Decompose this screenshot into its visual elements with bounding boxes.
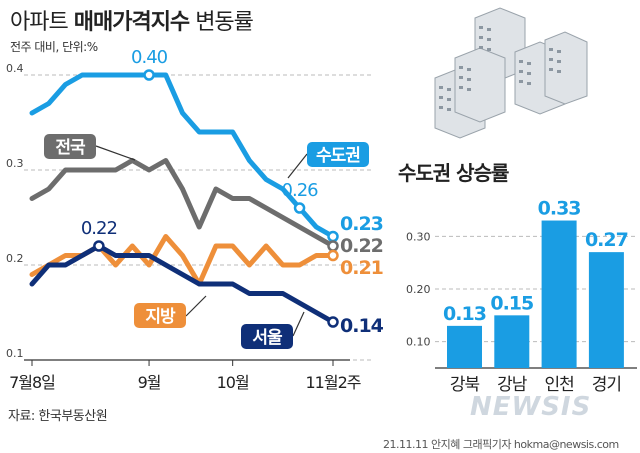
bar-value-label: 0.33 (538, 198, 581, 220)
bar-chart: 수도권 상승률 0.10 0.20 0.30 0.13 강북 0.15 강남 0.33 인천 0.2… (398, 161, 637, 395)
line-x-tick-label: 7월8일 (9, 373, 55, 392)
series-annotation-label: 0.26 (282, 180, 319, 201)
source-note: 자료: 한국부동산원 (8, 409, 108, 424)
legend-tag-box (241, 324, 293, 349)
bar-category-label: 경기 (592, 375, 621, 395)
bar-category-label: 인천 (544, 375, 573, 395)
legend-tag-box (307, 142, 369, 167)
bar-인천 (541, 220, 577, 368)
bar-경기 (588, 252, 624, 368)
credit-line: 21.11.11 안지혜 그래픽기자 hokma@newsis.com (383, 438, 619, 451)
legend-tag-label: 수도권 (316, 146, 360, 166)
series-end-label: 0.23 (340, 213, 383, 235)
series-annotation-marker (143, 69, 155, 81)
line-x-tick-label: 11월2주 (306, 373, 361, 392)
bar-y-tick-label: 0.30 (406, 230, 431, 243)
line-x-tick-label: 10월 (217, 373, 249, 392)
series-annotation-label: 0.22 (81, 218, 117, 239)
line-y-tick-label: 0.4 (6, 62, 24, 75)
legend-tag-label: 서울 (252, 328, 283, 348)
bar-강남 (494, 315, 530, 368)
bar-value-label: 0.15 (490, 292, 533, 314)
legend-leader-line (287, 153, 308, 179)
line-x-tick-label: 9월 (138, 373, 161, 392)
line-y-tick-label: 0.2 (6, 252, 24, 265)
series-end-label: 0.22 (340, 235, 383, 257)
series-annotation-marker (93, 240, 105, 252)
legend-tag-box (44, 134, 96, 159)
series-annotation-label: 0.40 (131, 47, 168, 68)
series-line-3 (29, 243, 336, 325)
bar-value-label: 0.27 (585, 229, 628, 251)
page-title: 아파트 매매가격지수 변동률 (10, 4, 254, 36)
series-line-0 (29, 72, 336, 239)
line-chart: 0.1 0.2 0.3 0.4 7월8일 9월 10월 11월2주 0.23 0.40 0.26 0.… (6, 47, 385, 392)
bar-value-label: 0.13 (443, 303, 486, 325)
bar-y-tick-label: 0.10 (406, 336, 431, 349)
series-annotation-marker (293, 202, 306, 214)
series-end-marker (327, 240, 339, 252)
series-end-marker (327, 249, 339, 262)
legend-tag-label: 지방 (145, 307, 176, 327)
newsis-logo: NEWSIS (470, 392, 592, 422)
series-end-marker (327, 230, 339, 243)
title-tail: 변동률 (195, 10, 254, 35)
series-end-label: 0.21 (340, 257, 383, 279)
legend-tag-label: 전국 (55, 138, 86, 158)
legend-tag-box (134, 303, 186, 328)
series-line-1 (29, 158, 336, 249)
unit-subtitle: 전주 대비, 단위:% (10, 40, 98, 54)
legend-leader-line (185, 295, 207, 317)
title-light: 아파트 (10, 10, 69, 35)
bar-강북 (447, 325, 482, 368)
bar-chart-title: 수도권 상승률 (398, 161, 509, 185)
series-end-marker (327, 316, 339, 328)
title-bold: 매매가격지수 (73, 10, 190, 35)
line-y-tick-label: 0.3 (6, 157, 24, 170)
bar-y-tick-label: 0.20 (406, 283, 431, 296)
legend-leader-line (292, 311, 305, 337)
bar-category-label: 강남 (497, 375, 528, 395)
apartment-buildings-illustration (434, 7, 588, 139)
line-y-tick-label: 0.1 (6, 347, 24, 360)
legend-leader-line (95, 145, 136, 161)
series-end-label: 0.14 (340, 315, 384, 337)
bar-category-label: 강북 (450, 375, 480, 395)
